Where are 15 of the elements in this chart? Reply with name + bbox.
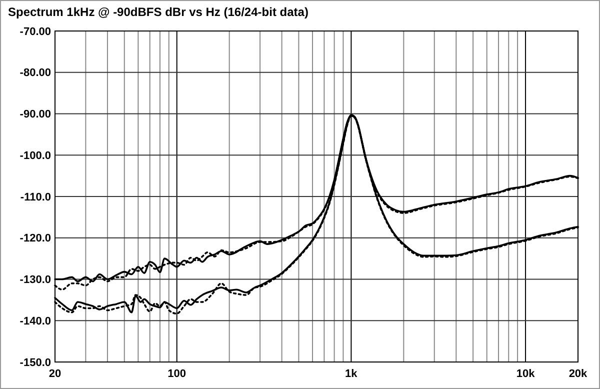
y-tick-label: -110.0 [20, 191, 51, 204]
y-tick-label: -80.00 [20, 67, 51, 80]
y-tick-label: -100.0 [20, 150, 51, 162]
y-tick-label: -90.00 [20, 108, 51, 121]
x-tick-label: 1k [345, 368, 358, 380]
y-tick-label: -70.00 [20, 26, 51, 38]
x-tick-label: 10k [516, 368, 536, 380]
x-tick-label: 20k [568, 368, 588, 380]
x-tick-label: 20 [48, 368, 62, 380]
y-tick-label: -150.0 [20, 356, 51, 369]
chart-title: Spectrum 1kHz @ -90dBFS dBr vs Hz (16/24-bit data) [8, 5, 308, 19]
x-tick-label: 100 [168, 368, 186, 380]
y-tick-label: -120.0 [20, 232, 51, 245]
y-tick-label: -130.0 [20, 274, 51, 286]
y-tick-label: -140.0 [20, 315, 51, 328]
